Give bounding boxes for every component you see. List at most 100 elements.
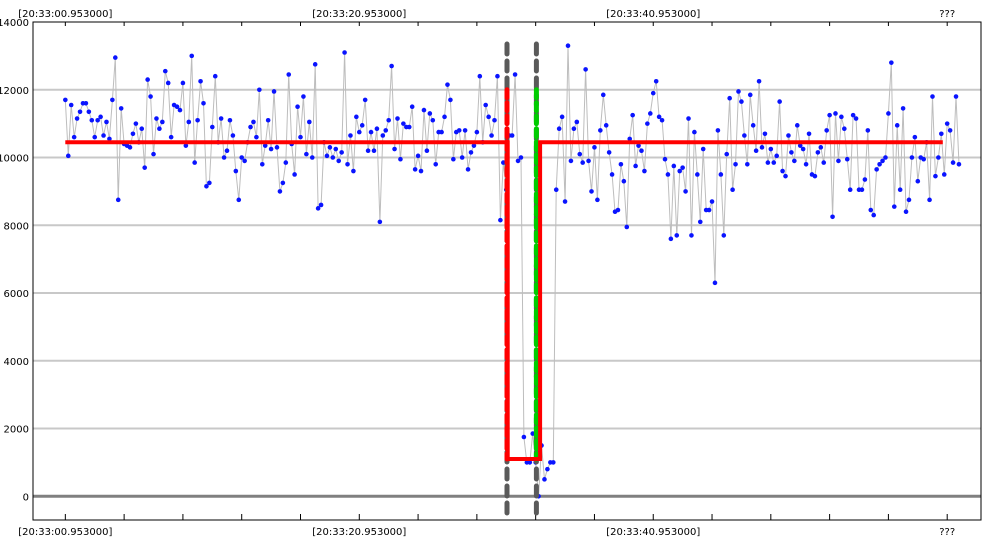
data-point (442, 114, 447, 120)
data-point (947, 128, 953, 133)
data-point (448, 97, 453, 103)
data-point (389, 63, 394, 69)
data-point (380, 133, 386, 138)
data-point (656, 114, 662, 120)
data-point (709, 199, 715, 204)
x-tick-marks (64, 22, 948, 520)
data-point (362, 97, 368, 103)
data-point (747, 92, 753, 98)
data-point (874, 167, 879, 172)
data-point (324, 153, 330, 159)
data-point (797, 143, 803, 148)
data-point (139, 126, 145, 132)
data-point (280, 180, 286, 186)
data-point (518, 155, 524, 160)
data-point (727, 95, 732, 101)
data-point (697, 219, 703, 225)
plot-frame (32, 21, 982, 521)
data-point (715, 128, 721, 133)
data-point (648, 111, 653, 116)
data-point (74, 116, 80, 121)
data-point (556, 126, 562, 132)
data-point (718, 172, 724, 177)
data-point (483, 102, 488, 108)
data-point (174, 104, 180, 109)
data-point (768, 146, 774, 152)
data-point (736, 89, 741, 94)
data-point (865, 128, 871, 133)
data-point (257, 87, 262, 93)
data-point (180, 80, 186, 86)
data-point (356, 129, 362, 135)
data-point (198, 78, 203, 84)
data-point (733, 161, 738, 167)
data-point (586, 158, 591, 164)
data-point (909, 155, 915, 160)
data-point (101, 133, 106, 138)
data-point (642, 168, 647, 174)
data-point (615, 207, 621, 213)
data-point (618, 161, 624, 167)
data-point (806, 131, 812, 137)
data-point (665, 172, 671, 177)
data-point (271, 89, 277, 94)
data-point (160, 119, 165, 125)
data-point (600, 92, 606, 98)
data-point (395, 116, 400, 121)
data-point (301, 94, 306, 99)
data-point (653, 78, 659, 84)
data-point (462, 128, 468, 133)
data-point (236, 197, 242, 203)
data-point (850, 112, 856, 118)
y-tick-label: 6000 (4, 289, 29, 300)
data-point (210, 124, 215, 130)
data-point (633, 163, 638, 169)
data-point (683, 189, 688, 194)
data-point (880, 158, 885, 164)
data-point (183, 143, 189, 148)
data-point (118, 106, 124, 111)
data-point (921, 156, 926, 162)
data-point (630, 112, 635, 118)
x-axis-bottom-labels: [20:33:00.953000] [20:33:20.953000] [20:33… (18, 527, 955, 538)
data-point (242, 158, 247, 164)
data-point (645, 121, 650, 126)
data-point (459, 155, 465, 160)
data-point (486, 114, 491, 120)
data-point (839, 114, 844, 120)
data-point (621, 178, 627, 184)
data-point (580, 160, 585, 165)
data-point (162, 68, 168, 74)
data-point (330, 155, 336, 160)
data-point (512, 72, 518, 77)
data-point (939, 131, 944, 137)
data-point (542, 477, 547, 482)
data-point (107, 136, 112, 142)
y-tick-label: 4000 (4, 357, 29, 368)
data-point (753, 148, 759, 154)
data-point (545, 466, 550, 472)
fit-line-layer (65, 140, 943, 461)
data-point (786, 133, 791, 138)
data-point (877, 161, 882, 167)
data-point (104, 119, 109, 125)
data-point (859, 187, 865, 192)
data-point (777, 99, 782, 104)
data-point (168, 134, 174, 140)
data-point (68, 102, 74, 108)
data-point (451, 156, 456, 162)
data-point (659, 117, 665, 123)
y-axis-labels: 0 2000 4000 6000 8000 10000 12000 14000 (0, 18, 29, 503)
data-point (891, 204, 897, 209)
data-point (465, 167, 471, 172)
x-tick-label-bottom: [20:33:00.953000] (18, 527, 112, 538)
data-point (821, 160, 827, 165)
data-point (133, 121, 139, 126)
data-point (259, 161, 265, 167)
data-point (815, 150, 821, 155)
data-point (565, 43, 571, 49)
data-point (495, 73, 500, 79)
data-point (374, 126, 380, 132)
data-point (739, 99, 744, 104)
